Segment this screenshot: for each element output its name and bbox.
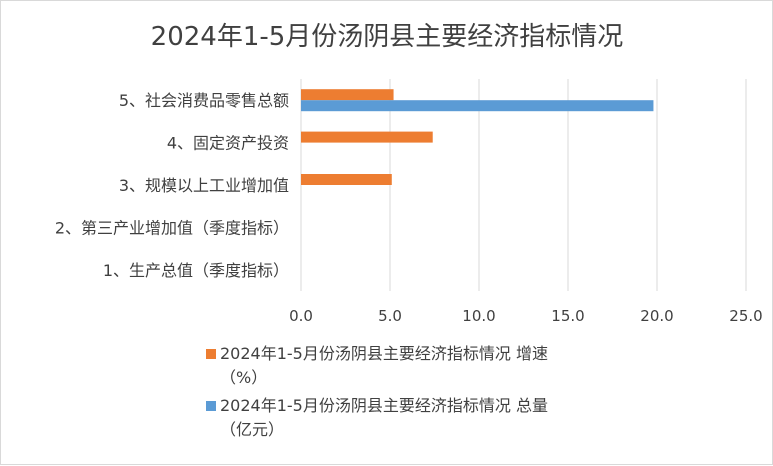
legend-label-unit: （亿元） (220, 420, 284, 439)
category-label: 4、固定资产投资 (167, 134, 289, 153)
bar-growth-rate (301, 131, 433, 143)
x-tick-label: 20.0 (640, 307, 673, 325)
x-tick-label: 0.0 (289, 307, 313, 325)
bar-growth-rate (301, 89, 394, 101)
grid-layer (300, 79, 747, 291)
chart-title: 2024年1-5月份汤阴县主要经济指标情况 (151, 22, 624, 52)
legend: 2024年1-5月份汤阴县主要经济指标情况 增速 （%） 2024年1-5月份汤阴县… (206, 344, 548, 439)
category-label: 3、规模以上工业增加值 (119, 176, 289, 195)
legend-swatch (206, 349, 216, 359)
category-label: 1、生产总值（季度指标） (103, 261, 289, 280)
x-tick-label: 5.0 (378, 307, 402, 325)
x-tick-label: 10.0 (462, 307, 495, 325)
bars-layer (301, 89, 654, 185)
legend-swatch (206, 401, 216, 411)
bar-total (301, 100, 654, 112)
legend-label: 2024年1-5月份汤阴县主要经济指标情况 增速 (220, 344, 548, 363)
bar-growth-rate (301, 174, 392, 185)
x-tick-label: 25.0 (729, 307, 762, 325)
x-tick-labels: 0.0 5.0 10.0 15.0 20.0 25.0 (289, 307, 763, 325)
legend-label-unit: （%） (220, 368, 267, 387)
category-label: 5、社会消费品零售总额 (119, 91, 289, 110)
x-tick-label: 15.0 (551, 307, 584, 325)
legend-label: 2024年1-5月份汤阴县主要经济指标情况 总量 (220, 396, 548, 415)
category-label: 2、第三产业增加值（季度指标） (55, 218, 289, 237)
category-labels: 1、生产总值（季度指标） 2、第三产业增加值（季度指标） 3、规模以上工业增加值 4、… (55, 91, 289, 280)
